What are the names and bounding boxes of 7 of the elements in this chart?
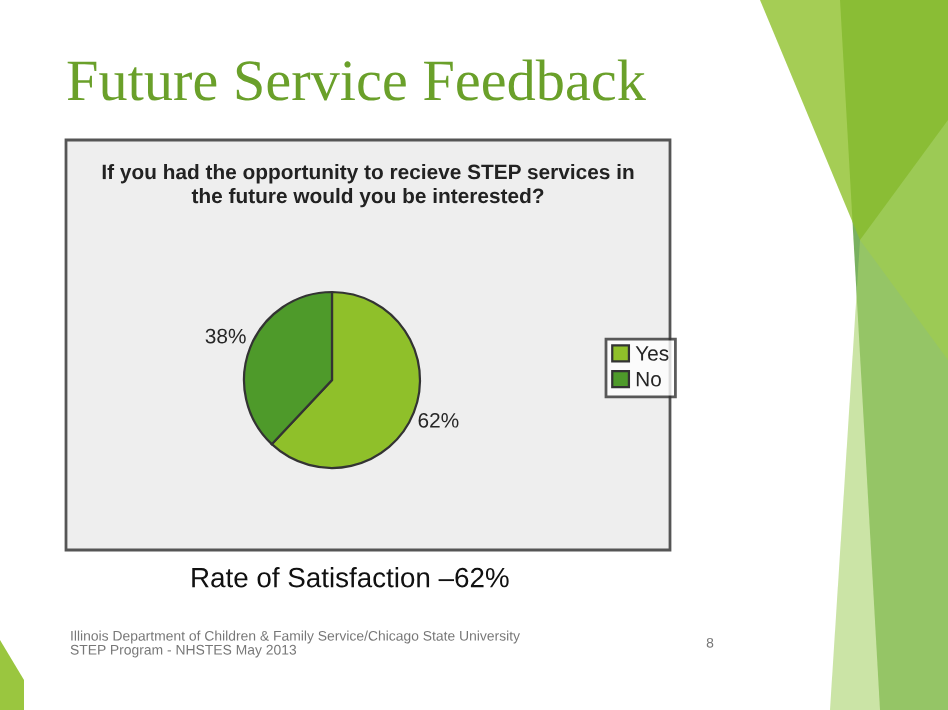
legend-label: Yes <box>635 346 669 361</box>
text: Rate of Satisfaction –62% <box>192 567 509 588</box>
data-label: 62% <box>418 412 459 428</box>
chart-title: Future Service Feedback <box>67 59 646 101</box>
data-label: 38% <box>205 328 246 344</box>
legend-label: No <box>636 372 661 387</box>
chart-subtitle: If you had the opportunity to recieve STEP services in the future would you be interested? <box>102 164 634 208</box>
